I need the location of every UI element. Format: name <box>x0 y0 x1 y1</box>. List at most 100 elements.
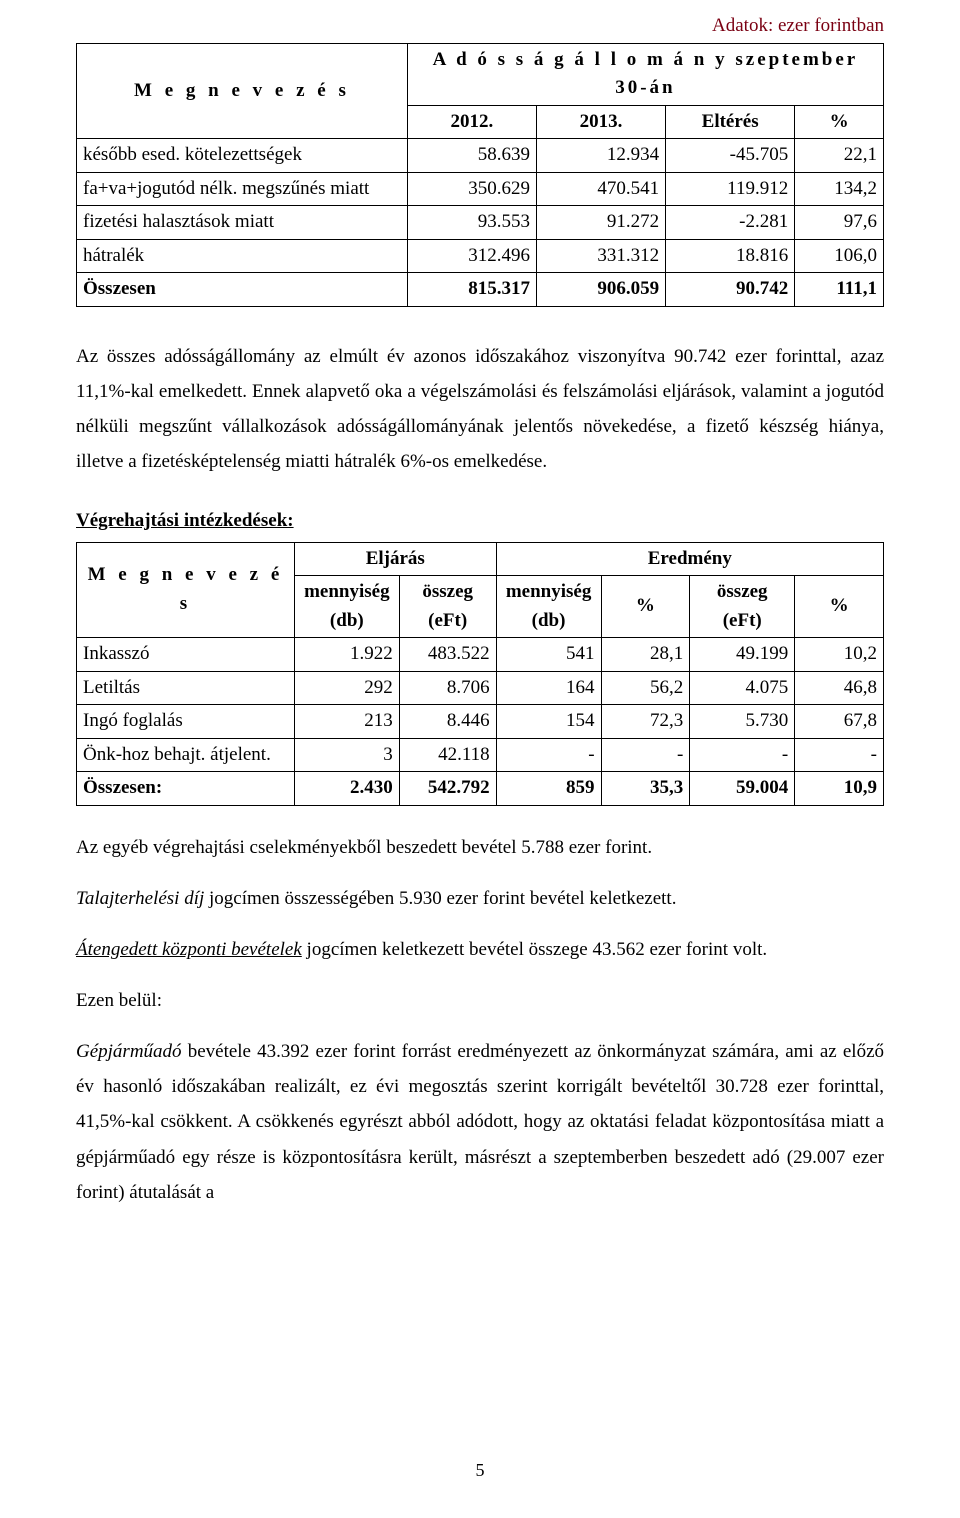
table-row: később esed. kötelezettségek58.63912.934… <box>77 139 884 173</box>
t2-total-label: Összesen: <box>77 772 295 806</box>
table-cell: 312.496 <box>407 239 536 273</box>
table-cell: 154 <box>496 705 601 739</box>
gepjarmu-rest: bevétele 43.392 ezer forint forrást ered… <box>76 1041 884 1203</box>
t1-h-elteres: Eltérés <box>666 105 795 139</box>
table-row: Inkasszó1.922483.52254128,149.19910,2 <box>77 638 884 672</box>
table-cell: -2.281 <box>666 206 795 240</box>
t2-total-eft: 542.792 <box>399 772 496 806</box>
atengedett-line: Átengedett központi bevételek jogcímen k… <box>76 932 884 967</box>
table-cell: 97,6 <box>795 206 884 240</box>
table-cell: 49.199 <box>690 638 795 672</box>
t1-header-top: A d ó s s á g á l l o m á n y szeptember… <box>407 43 883 105</box>
enforcement-table: M e g n e v e z é s Eljárás Eredmény men… <box>76 542 884 806</box>
table-cell: 119.912 <box>666 172 795 206</box>
table-cell: - <box>690 738 795 772</box>
t2-total-reft: 59.004 <box>690 772 795 806</box>
t2-total-rpct2: 10,9 <box>795 772 884 806</box>
section-title-vegrehajtas: Végrehajtási intézkedések: <box>76 507 884 536</box>
table-cell: 12.934 <box>536 139 665 173</box>
t1-h-2012: 2012. <box>407 105 536 139</box>
table-cell: 3 <box>294 738 399 772</box>
table-cell: 56,2 <box>601 671 690 705</box>
table-cell: később esed. kötelezettségek <box>77 139 408 173</box>
t1-h-pct: % <box>795 105 884 139</box>
table-cell: Inkasszó <box>77 638 295 672</box>
table-cell: 213 <box>294 705 399 739</box>
table-cell: 292 <box>294 671 399 705</box>
paragraph-1: Az összes adósságállomány az elmúlt év a… <box>76 339 884 480</box>
table-cell: 164 <box>496 671 601 705</box>
table-row: Önk-hoz behajt. átjelent.342.118---- <box>77 738 884 772</box>
table-cell: 22,1 <box>795 139 884 173</box>
t2-total-mdb: 2.430 <box>294 772 399 806</box>
table-cell: 18.816 <box>666 239 795 273</box>
table-cell: 93.553 <box>407 206 536 240</box>
table-cell: 541 <box>496 638 601 672</box>
table-cell: Önk-hoz behajt. átjelent. <box>77 738 295 772</box>
t1-h-2013: 2013. <box>536 105 665 139</box>
t2-h-eljaras: Eljárás <box>294 542 496 576</box>
table-cell: -45.705 <box>666 139 795 173</box>
table-cell: 483.522 <box>399 638 496 672</box>
gepjarmu-lead: Gépjárműadó <box>76 1041 182 1062</box>
table-row: fa+va+jogutód nélk. megszűnés miatt350.6… <box>77 172 884 206</box>
t1-total-2012: 815.317 <box>407 273 536 307</box>
table-cell: - <box>795 738 884 772</box>
t2-h-eredmeny: Eredmény <box>496 542 883 576</box>
t2-h-pct-2: % <box>795 576 884 638</box>
table-cell: 72,3 <box>601 705 690 739</box>
table-row: hátralék312.496331.31218.816106,0 <box>77 239 884 273</box>
table-cell: 58.639 <box>407 139 536 173</box>
table-cell: 106,0 <box>795 239 884 273</box>
talaj-rest: jogcímen összességében 5.930 ezer forint… <box>204 888 676 909</box>
t1-total-diff: 90.742 <box>666 273 795 307</box>
table-row: Ingó foglalás2138.44615472,35.73067,8 <box>77 705 884 739</box>
t1-total-label: Összesen <box>77 273 408 307</box>
t2-h-osszeg-eft-2: összeg (eFt) <box>690 576 795 638</box>
table-cell: 67,8 <box>795 705 884 739</box>
t1-col-megnevezes: M e g n e v e z é s <box>77 43 408 139</box>
table-cell: 46,8 <box>795 671 884 705</box>
debt-table: M e g n e v e z é s A d ó s s á g á l l … <box>76 43 884 307</box>
t2-col-megnevezes: M e g n e v e z é s <box>77 542 295 638</box>
ezen-belul: Ezen belül: <box>76 983 884 1018</box>
talajterhelesi-line: Talajterhelési díj jogcímen összességébe… <box>76 881 884 916</box>
atengedett-rest: jogcímen keletkezett bevétel összege 43.… <box>302 939 767 960</box>
table-cell: 331.312 <box>536 239 665 273</box>
table-row: Letiltás2928.70616456,24.07546,8 <box>77 671 884 705</box>
table-cell: 134,2 <box>795 172 884 206</box>
table-cell: 28,1 <box>601 638 690 672</box>
t2-h-mennyiseg-db-1: mennyiség (db) <box>294 576 399 638</box>
table-cell: 5.730 <box>690 705 795 739</box>
table-cell: 470.541 <box>536 172 665 206</box>
table-cell: 42.118 <box>399 738 496 772</box>
data-unit-note: Adatok: ezer forintban <box>76 12 884 41</box>
table-cell: fa+va+jogutód nélk. megszűnés miatt <box>77 172 408 206</box>
table-cell: - <box>496 738 601 772</box>
t2-h-pct-1: % <box>601 576 690 638</box>
table-cell: 10,2 <box>795 638 884 672</box>
t2-total-rmdb: 859 <box>496 772 601 806</box>
table-cell: fizetési halasztások miatt <box>77 206 408 240</box>
table-cell: hátralék <box>77 239 408 273</box>
talaj-italic: Talajterhelési díj <box>76 888 204 909</box>
table-cell: 91.272 <box>536 206 665 240</box>
table-cell: 1.922 <box>294 638 399 672</box>
gepjarmuado-paragraph: Gépjárműadó bevétele 43.392 ezer forint … <box>76 1034 884 1210</box>
atengedett-lead: Átengedett központi bevételek <box>76 939 302 960</box>
table-cell: 4.075 <box>690 671 795 705</box>
t1-total-2013: 906.059 <box>536 273 665 307</box>
t2-h-osszeg-eft-1: összeg (eFt) <box>399 576 496 638</box>
table-row: fizetési halasztások miatt93.55391.272-2… <box>77 206 884 240</box>
table-cell: 8.706 <box>399 671 496 705</box>
t2-h-mennyiseg-db-2: mennyiség (db) <box>496 576 601 638</box>
table-cell: Letiltás <box>77 671 295 705</box>
page-number: 5 <box>0 1457 960 1484</box>
table-cell: 350.629 <box>407 172 536 206</box>
paragraph-after-t2: Az egyéb végrehajtási cselekményekből be… <box>76 830 884 865</box>
table-cell: 8.446 <box>399 705 496 739</box>
t1-total-pct: 111,1 <box>795 273 884 307</box>
table-cell: - <box>601 738 690 772</box>
t2-total-rpct: 35,3 <box>601 772 690 806</box>
table-cell: Ingó foglalás <box>77 705 295 739</box>
